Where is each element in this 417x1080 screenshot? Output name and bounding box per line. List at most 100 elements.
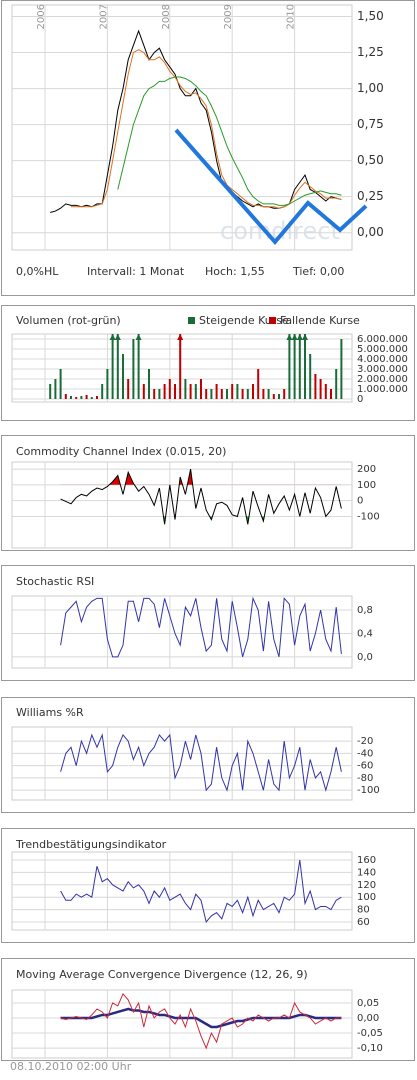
- volume-bar: [96, 396, 98, 399]
- y-tick-label: 0: [357, 496, 363, 507]
- volume-bar: [220, 389, 223, 399]
- y-tick-label: 80: [357, 905, 370, 916]
- volume-bar: [215, 384, 218, 399]
- volume-bar: [59, 369, 62, 399]
- info-label: Intervall: 1 Monat: [87, 265, 185, 278]
- volume-bar: [179, 334, 182, 399]
- volume-bar: [241, 389, 244, 399]
- series-line: [60, 992, 342, 1050]
- legend-label: Steigende Kurse: [199, 314, 289, 327]
- off-scale-arrow: [135, 334, 142, 340]
- plot-layer: [60, 859, 342, 924]
- y-tick-label: -60: [357, 761, 373, 772]
- y-tick-label: 0,8: [357, 605, 373, 616]
- y-tick-label: 160: [357, 855, 376, 866]
- y-tick-label: 5.000.000: [357, 344, 408, 355]
- volume-bar: [148, 369, 150, 399]
- info-label: 0,0%HL: [16, 265, 59, 278]
- panels: 2006 2007 2008 2009 2010 1,501,251,000,750,50…: [1, 0, 415, 1061]
- y-tick-label: 60: [357, 917, 370, 928]
- plot-area: [11, 461, 353, 549]
- y-tick-label: -0,05: [357, 1028, 383, 1039]
- volume-bar: [194, 384, 197, 399]
- volume-bar: [158, 389, 161, 399]
- series-line: [60, 859, 342, 924]
- y-tick-label: 1.000.000: [357, 384, 408, 395]
- volume-bar: [101, 384, 104, 399]
- volume-bar: [106, 369, 109, 399]
- y-tick-label: 200: [357, 464, 376, 475]
- volume-bar: [184, 379, 187, 399]
- off-scale-arrow: [291, 334, 298, 340]
- panel-title: Williams %R: [16, 706, 84, 719]
- series-line: [60, 596, 342, 658]
- panel-frame: [1, 958, 415, 1061]
- volume-bar: [142, 384, 145, 399]
- y-tick-label: 0,25: [357, 189, 384, 203]
- trend-annotation: [174, 128, 368, 246]
- y-tick-label: 0,4: [357, 628, 373, 639]
- y-tick-label: 3.000.000: [357, 364, 408, 375]
- series-line: [117, 76, 342, 206]
- volume-bar: [116, 334, 119, 399]
- volume-bar: [262, 389, 265, 399]
- legend-swatch: [188, 317, 195, 324]
- volume-bar: [314, 374, 317, 399]
- plot-layer: [60, 733, 342, 793]
- panel-title: Volumen (rot-grün): [16, 314, 121, 327]
- volume-bar: [132, 339, 135, 399]
- plot-layer: [60, 469, 342, 525]
- series-line: [71, 49, 342, 209]
- panel-title: Commodity Channel Index (0.015, 20): [16, 445, 226, 458]
- y-tick-label: 100: [357, 480, 376, 491]
- y-tick-label: -40: [357, 748, 373, 759]
- watermark: comdirect: [220, 217, 340, 245]
- y-tick-label: 0,00: [357, 225, 384, 239]
- y-tick-label: 1,25: [357, 45, 384, 59]
- plot-layer: [49, 334, 343, 399]
- y-tick-label: 0,75: [357, 117, 384, 131]
- y-tick-label: -80: [357, 773, 373, 784]
- panel-frame: [1, 697, 415, 813]
- volume-bar: [200, 379, 202, 399]
- panel-title: Stochastic RSI: [16, 575, 94, 588]
- volume-bar: [80, 396, 83, 399]
- legend-swatch: [269, 317, 276, 324]
- y-tick-label: 0: [357, 394, 363, 405]
- volume-bar: [340, 339, 343, 399]
- y-tick-label: -0,10: [357, 1043, 383, 1054]
- volume-bar: [163, 384, 166, 399]
- y-tick-label: -100: [357, 511, 380, 522]
- plot-layer: [50, 29, 342, 214]
- y-tick-label: 120: [357, 880, 376, 891]
- y-tick-label: 0,05: [357, 998, 379, 1009]
- off-scale-arrow: [109, 334, 116, 340]
- y-tick-label: 100: [357, 892, 376, 903]
- y-tick-label: 0,50: [357, 153, 384, 167]
- panel-frame: [1, 0, 415, 296]
- volume-bar: [335, 369, 338, 399]
- panel-frame: [1, 565, 415, 681]
- volume-bar: [49, 384, 52, 399]
- volume-bar: [324, 384, 327, 399]
- volume-bar: [283, 389, 286, 399]
- volume-bar: [174, 384, 176, 399]
- volume-bar: [257, 369, 260, 399]
- volume-bar: [319, 379, 322, 399]
- off-scale-arrow: [302, 334, 308, 340]
- volume-bar: [288, 334, 291, 399]
- volume-bar: [168, 379, 171, 399]
- volume-bar: [309, 354, 312, 399]
- volume-bar: [330, 389, 332, 399]
- volume-bar: [272, 394, 275, 399]
- volume-bar: [278, 394, 280, 399]
- off-scale-arrow: [296, 334, 303, 340]
- legend-label: Fallende Kurse: [280, 314, 360, 327]
- volume-bar: [267, 389, 270, 399]
- volume-bar: [75, 397, 78, 399]
- series-line: [60, 733, 342, 793]
- plot-area: [11, 333, 353, 403]
- volume-bar: [236, 384, 239, 399]
- volume-bar: [298, 334, 301, 399]
